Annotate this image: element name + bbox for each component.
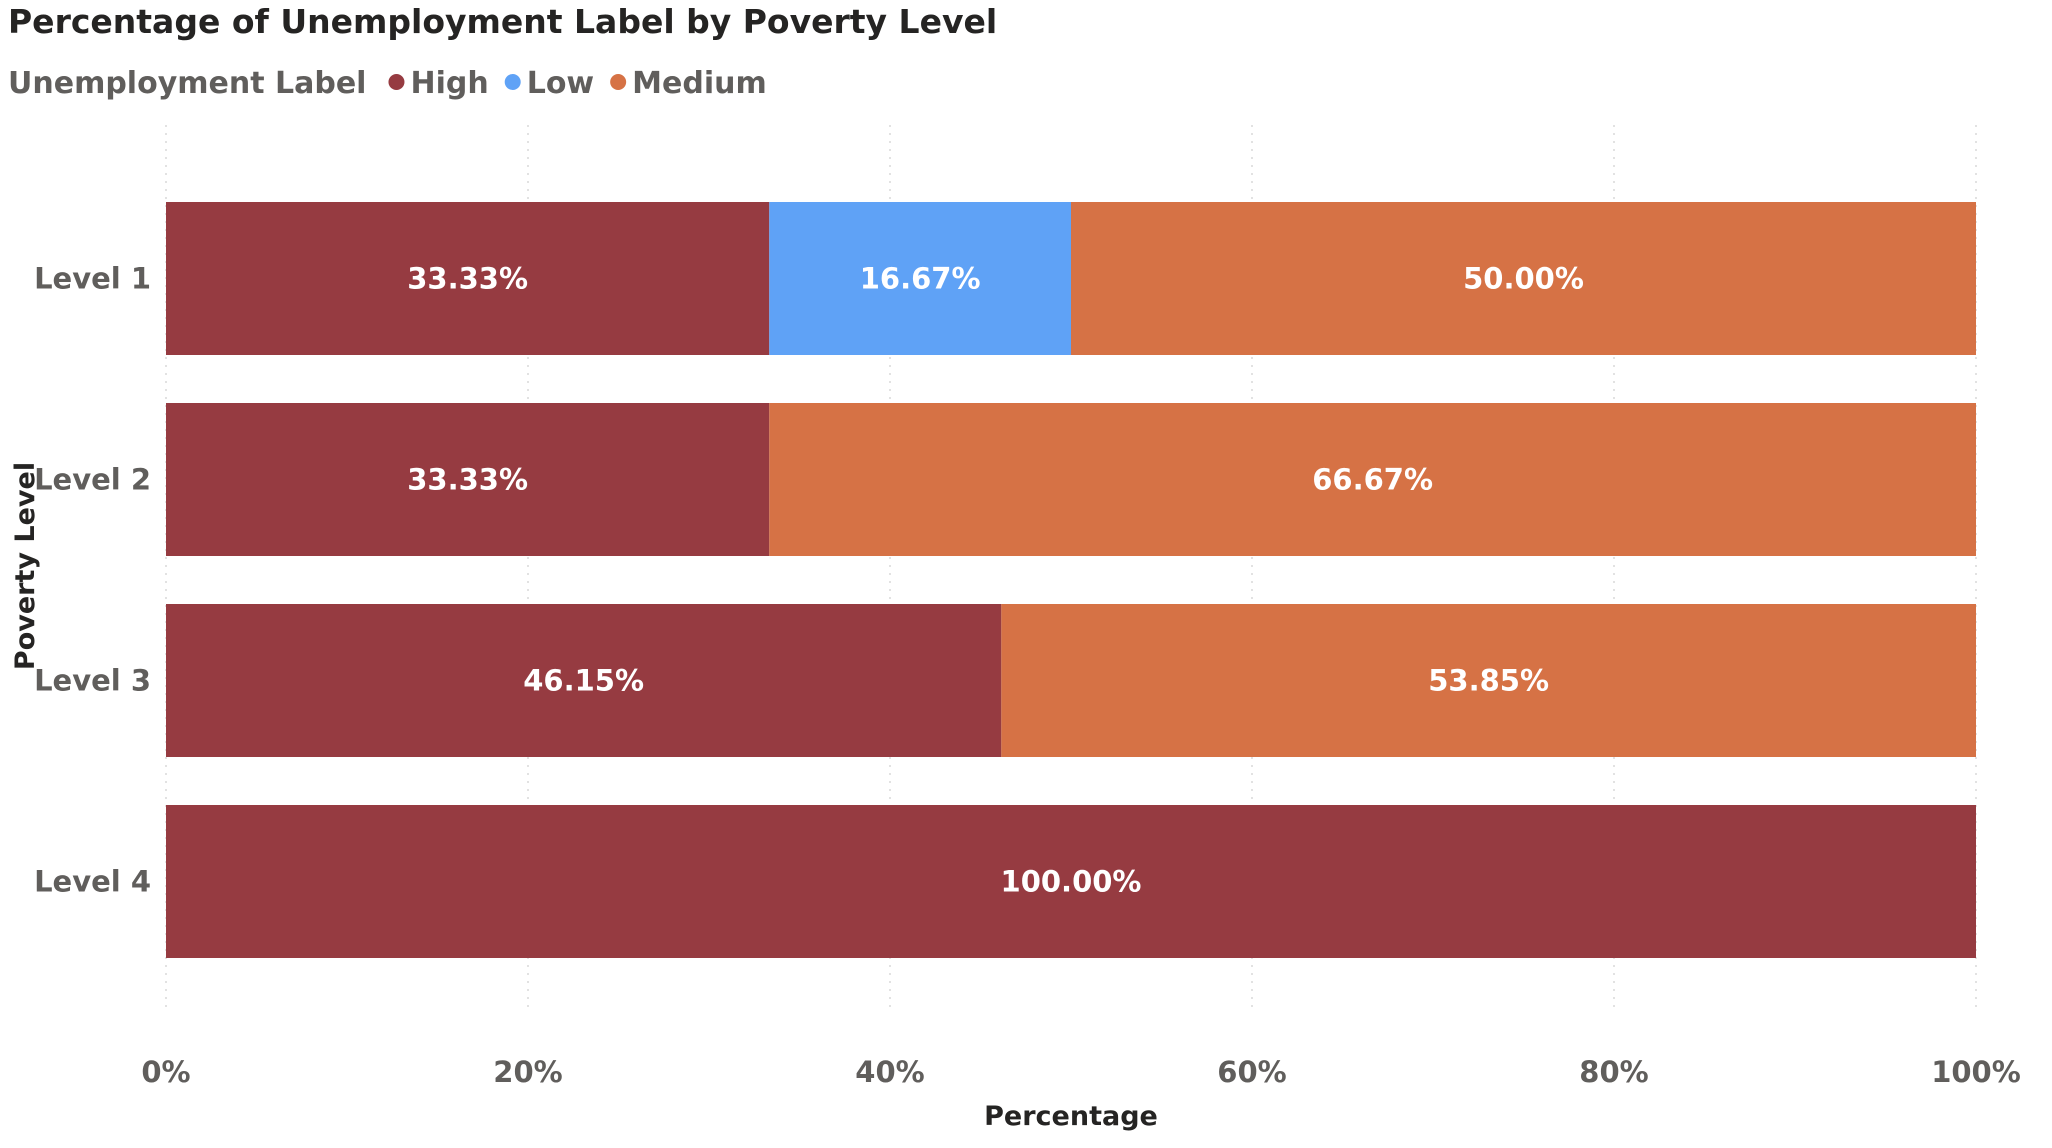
legend-item-medium[interactable]: Medium bbox=[610, 66, 767, 101]
data-label-level-4-high: 100.00% bbox=[1001, 865, 1142, 899]
chart-title: Percentage of Unemployment Label by Pove… bbox=[8, 2, 997, 41]
legend-label-high: High bbox=[410, 66, 488, 101]
bar-level-1-medium[interactable] bbox=[1071, 202, 1976, 355]
x-tick-80: 80% bbox=[1579, 1055, 1648, 1089]
data-label-level-2-medium: 66.67% bbox=[1312, 463, 1433, 497]
data-label-level-3-medium: 53.85% bbox=[1428, 664, 1549, 698]
bar-area: 33.33% 16.67% 50.00% 33.33% 66.67% 46.15% 53.8… bbox=[166, 202, 1977, 958]
category-label-level-1: Level 1 bbox=[34, 262, 151, 296]
data-label-level-1-low: 16.67% bbox=[860, 262, 981, 296]
bar-level-1-high[interactable] bbox=[166, 202, 770, 355]
bar-level-3-high[interactable] bbox=[166, 604, 1002, 757]
legend-item-high[interactable]: High bbox=[388, 66, 489, 101]
data-label-level-1-medium: 50.00% bbox=[1463, 262, 1584, 296]
legend-marker-medium bbox=[610, 74, 627, 90]
x-tick-40: 40% bbox=[855, 1055, 924, 1089]
legend-marker-high bbox=[388, 74, 405, 90]
bar-level-2-high[interactable] bbox=[166, 403, 770, 556]
data-label-level-3-high: 46.15% bbox=[523, 664, 644, 698]
category-label-level-2: Level 2 bbox=[34, 463, 151, 497]
y-axis-title: Poverty Level bbox=[10, 462, 41, 670]
legend-label-medium: Medium bbox=[632, 66, 767, 101]
legend: Unemployment Label High Low Medium bbox=[8, 66, 767, 101]
bar-level-1-low[interactable] bbox=[769, 202, 1071, 355]
x-axis-title: Percentage bbox=[984, 1101, 1158, 1132]
x-tick-100: 100% bbox=[1931, 1055, 2021, 1089]
x-tick-20: 20% bbox=[493, 1055, 562, 1089]
legend-title: Unemployment Label bbox=[8, 66, 366, 101]
x-tick-0: 0% bbox=[141, 1055, 190, 1089]
category-label-level-3: Level 3 bbox=[34, 664, 151, 698]
category-axis: Level 1 Level 2 Level 3 Level 4 bbox=[34, 262, 151, 899]
bar-level-4-high[interactable] bbox=[166, 805, 1976, 958]
category-label-level-4: Level 4 bbox=[34, 865, 151, 899]
legend-marker-low bbox=[504, 74, 521, 90]
data-label-level-1-high: 33.33% bbox=[407, 262, 528, 296]
legend-label-low: Low bbox=[527, 66, 594, 101]
x-tick-60: 60% bbox=[1217, 1055, 1286, 1089]
value-axis: 0% 20% 40% 60% 80% 100% bbox=[141, 1055, 2020, 1089]
bar-level-2-medium[interactable] bbox=[769, 403, 1977, 556]
data-label-level-2-high: 33.33% bbox=[407, 463, 528, 497]
legend-item-low[interactable]: Low bbox=[504, 66, 594, 101]
bar-level-3-medium[interactable] bbox=[1001, 604, 1976, 757]
